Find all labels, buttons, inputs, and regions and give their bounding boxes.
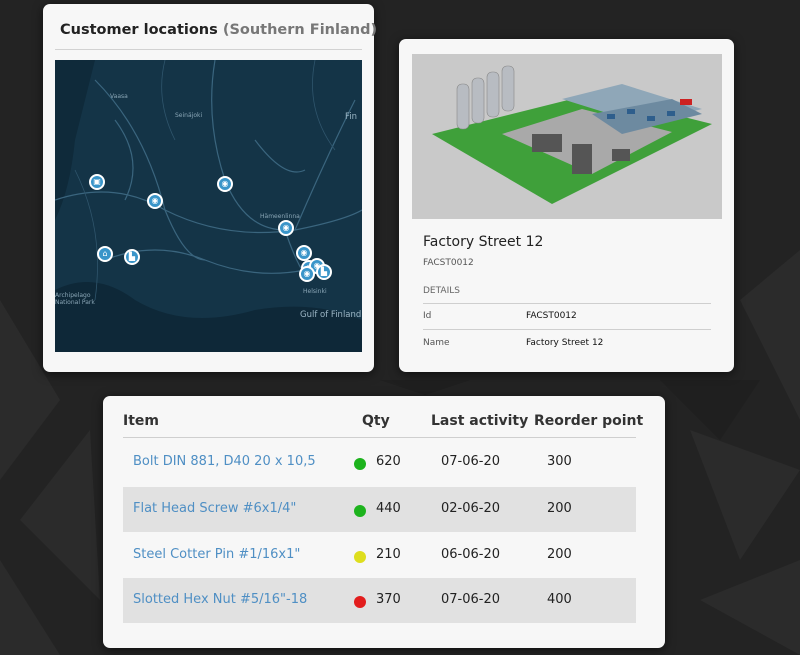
location-detail-card: Factory Street 12 FACST0012 DETAILS Id F… (399, 39, 734, 372)
reorder-point-value: 300 (547, 454, 572, 469)
last-activity-value: 02-06-20 (441, 501, 501, 516)
last-activity-value: 07-06-20 (441, 454, 501, 469)
map-view[interactable]: Vaasa Seinäjoki Hämeenlinna Helsinki Gul… (55, 60, 362, 352)
reorder-point-value: 200 (547, 501, 572, 516)
table-row[interactable]: Flat Head Screw #6x1/4" 440 02-06-20 200 (123, 487, 636, 532)
map-label-helsinki: Helsinki (303, 288, 327, 295)
target-icon[interactable]: ◉ (147, 193, 163, 209)
status-dot (354, 596, 366, 608)
qty-value: 620 (376, 454, 401, 469)
target-icon[interactable]: ◉ (217, 176, 233, 192)
reorder-point-value: 200 (547, 547, 572, 562)
status-dot (354, 505, 366, 517)
qty-value: 210 (376, 547, 401, 562)
status-dot (354, 458, 366, 470)
field-value-id: FACST0012 (526, 311, 577, 321)
location-title: Factory Street 12 (423, 234, 544, 250)
column-header-last-activity[interactable]: Last activity (431, 413, 529, 429)
map-roads (55, 60, 362, 352)
map-label-seinajoki: Seinäjoki (175, 112, 203, 119)
last-activity-value: 06-06-20 (441, 547, 501, 562)
location-code: FACST0012 (423, 258, 474, 268)
item-link[interactable]: Slotted Hex Nut #5/16"-18 (133, 592, 308, 607)
building-icon[interactable]: ⌂ (97, 246, 113, 262)
table-row[interactable]: Bolt DIN 881, D40 20 x 10,5 620 07-06-20… (123, 440, 636, 485)
details-divider (423, 303, 711, 304)
column-header-qty[interactable]: Qty (362, 413, 390, 429)
item-link[interactable]: Steel Cotter Pin #1/16x1" (133, 547, 301, 562)
column-header-item[interactable]: Item (123, 413, 159, 429)
map-title-text: Customer locations (60, 22, 218, 38)
last-activity-value: 07-06-20 (441, 592, 501, 607)
details-section-label: DETAILS (423, 286, 460, 296)
status-dot (354, 551, 366, 563)
table-header-divider (123, 437, 636, 438)
qty-value: 440 (376, 501, 401, 516)
map-label-vaasa: Vaasa (110, 93, 128, 100)
map-label-gulf: Gulf of Finland (300, 310, 362, 320)
field-value-name: Factory Street 12 (526, 338, 604, 348)
reorder-point-value: 400 (547, 592, 572, 607)
inventory-table-card: Item Qty Last activity Reorder point Bol… (103, 396, 665, 648)
table-row[interactable]: Slotted Hex Nut #5/16"-18 370 07-06-20 4… (123, 578, 636, 623)
item-link[interactable]: Bolt DIN 881, D40 20 x 10,5 (133, 454, 316, 469)
table-row[interactable]: Steel Cotter Pin #1/16x1" 210 06-06-20 2… (123, 533, 636, 578)
target-icon[interactable]: ◉ (296, 245, 312, 261)
map-subtitle-text: (Southern Finland) (222, 22, 378, 38)
map-label-fin: Fin (345, 112, 358, 122)
factory-icon[interactable]: ▙ (124, 249, 140, 265)
map-label-hameenlinna: Hämeenlinna (260, 213, 300, 220)
qty-value: 370 (376, 592, 401, 607)
target-icon[interactable]: ◉ (278, 220, 294, 236)
item-link[interactable]: Flat Head Screw #6x1/4" (133, 501, 297, 516)
map-card-title: Customer locations (Southern Finland) (60, 22, 377, 38)
details-row-divider (423, 329, 711, 330)
target-icon[interactable]: ◉ (299, 266, 315, 282)
map-title-divider (55, 49, 362, 50)
column-header-reorder-point[interactable]: Reorder point (534, 413, 644, 429)
field-key-name: Name (423, 338, 450, 348)
factory-image (412, 54, 722, 219)
factory-icon[interactable]: ▙ (316, 264, 332, 280)
map-label-archipelago: Archipelago National Park (55, 292, 95, 306)
customer-locations-card: Customer locations (Southern Finland) (43, 4, 377, 372)
building-icon[interactable]: ▣ (89, 174, 105, 190)
field-key-id: Id (423, 311, 432, 321)
